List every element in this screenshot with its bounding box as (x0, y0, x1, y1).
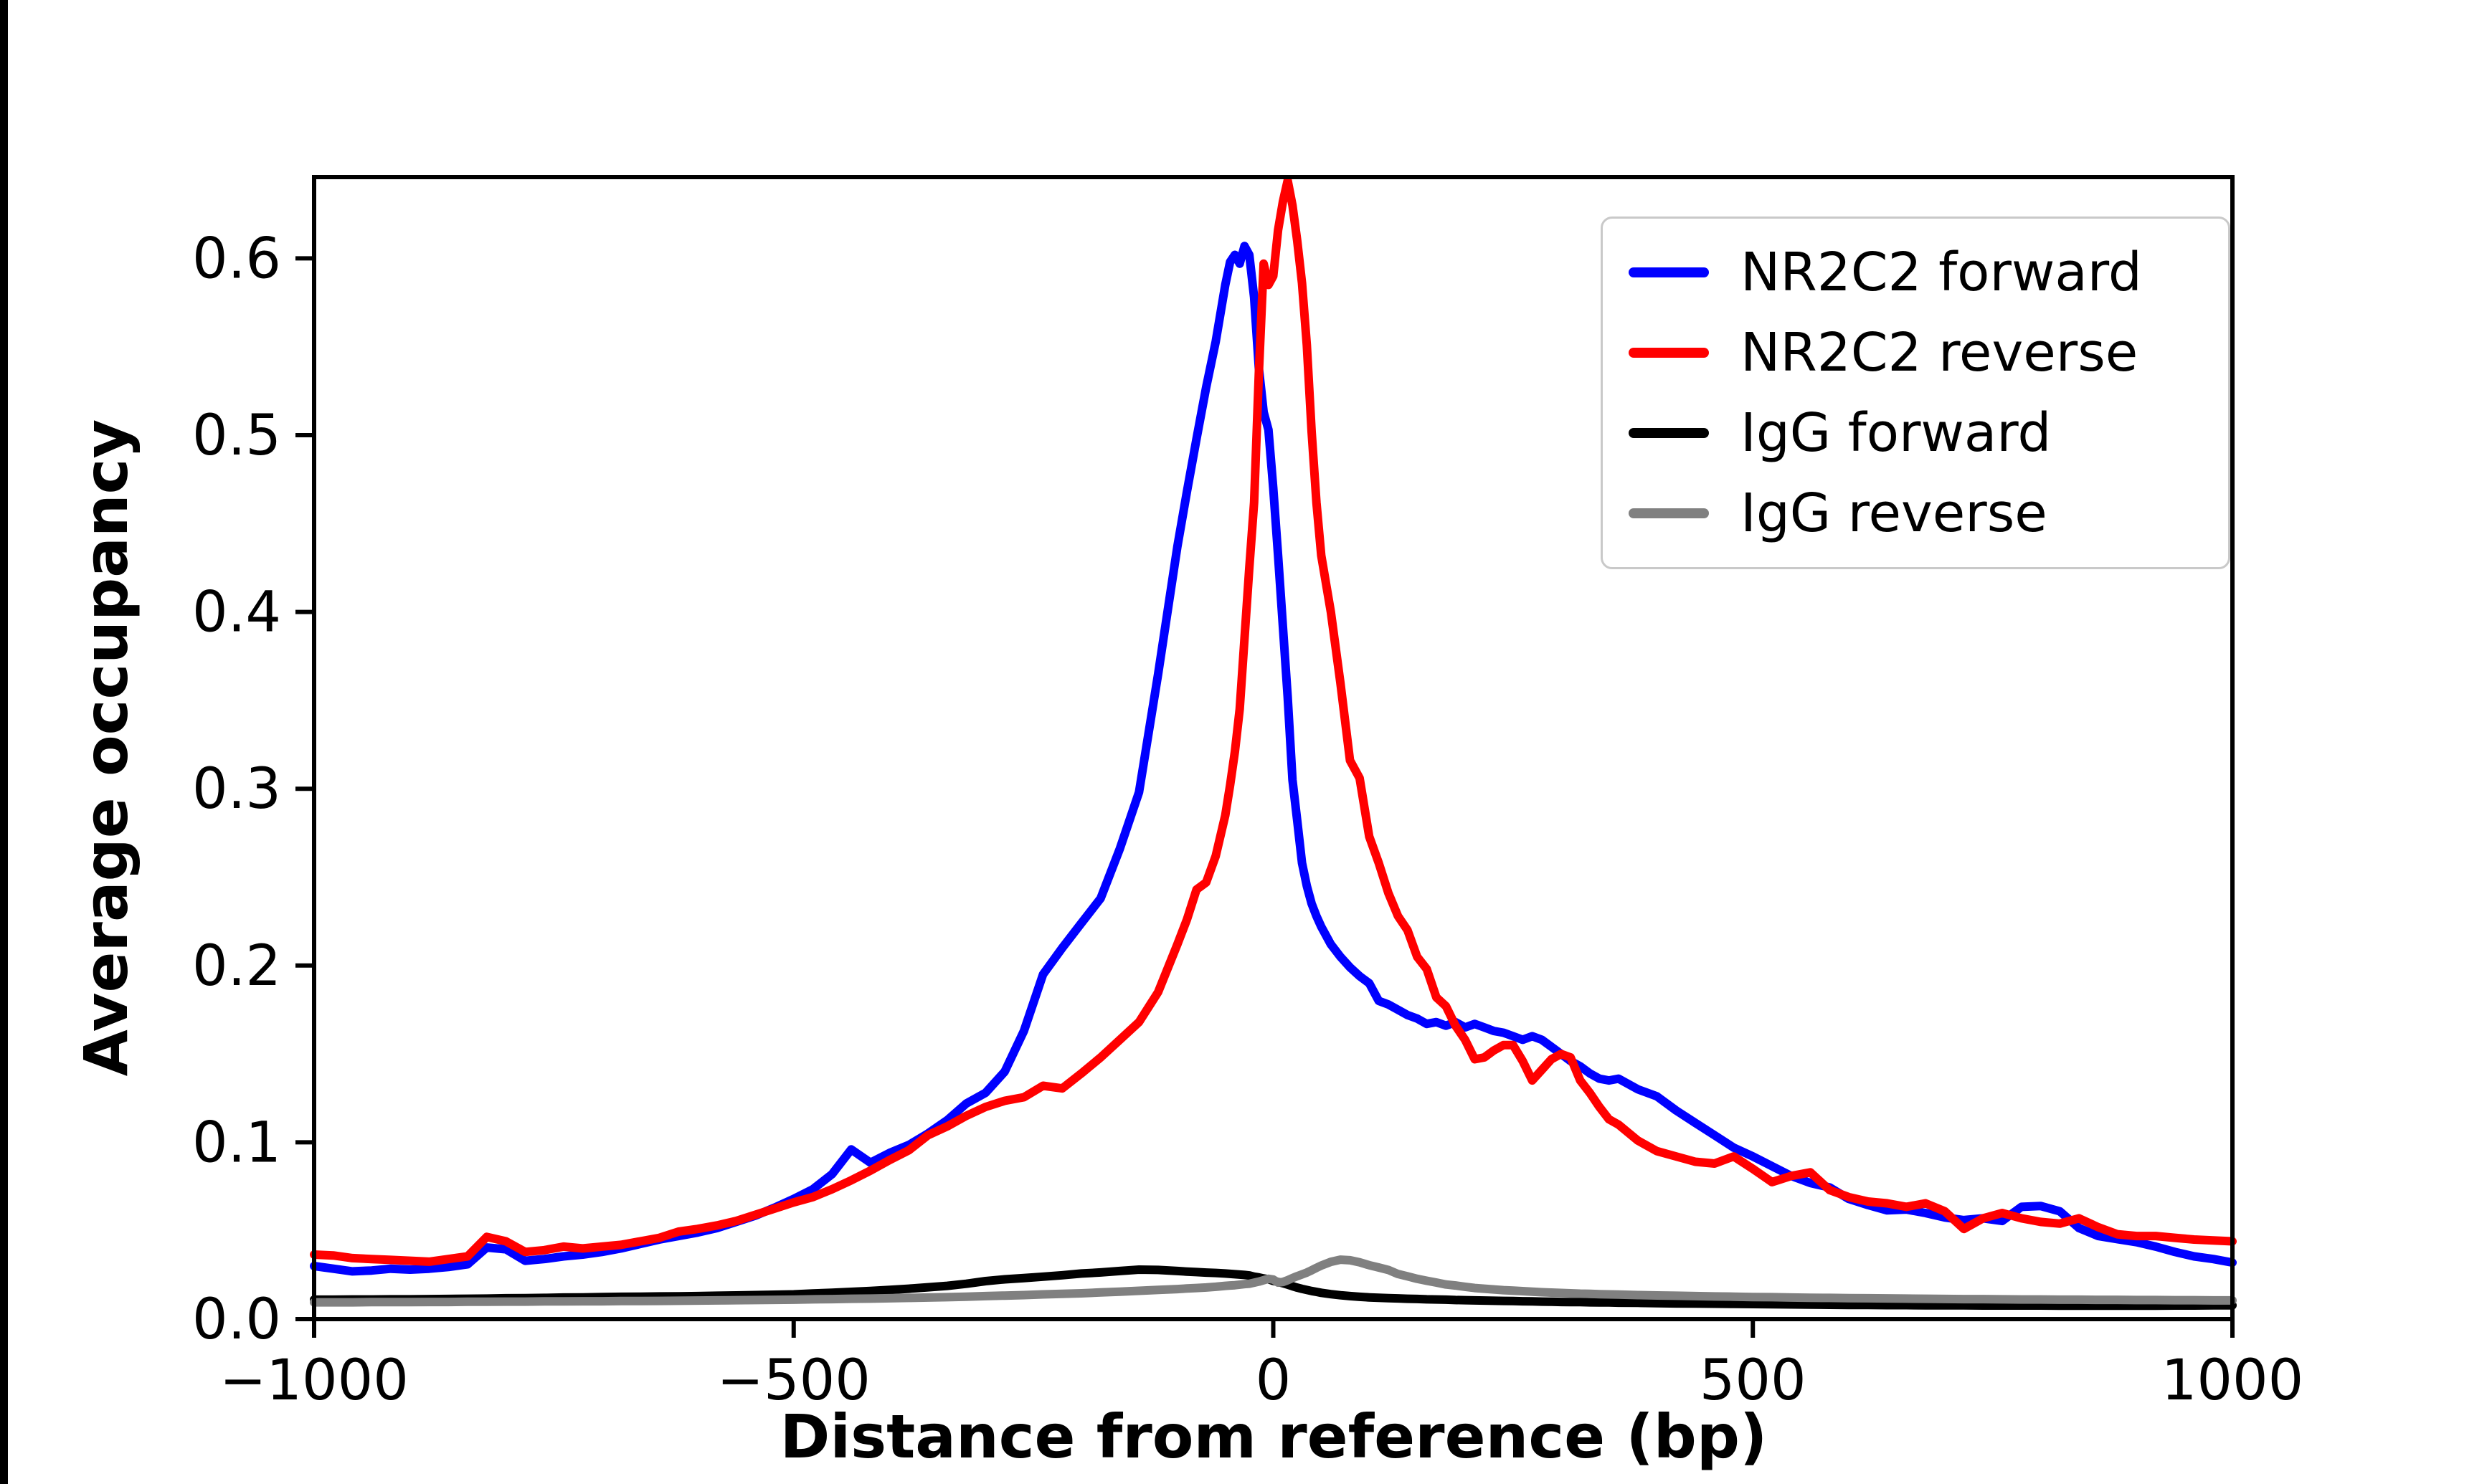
x-tick-label: −1000 (219, 1349, 409, 1413)
screen-left-edge-bar (0, 0, 8, 1484)
legend-label: NR2C2 forward (1740, 242, 2142, 303)
series-line-nr2c2-reverse (310, 176, 2237, 1266)
legend-entry-igg-reverse: IgG reverse (1629, 487, 2228, 540)
series-line-igg-reverse (310, 1255, 2237, 1307)
y-tick-label: 0.6 (192, 227, 281, 291)
legend-label: IgG reverse (1740, 482, 2047, 544)
legend-line-sample-gray (1629, 508, 1709, 518)
legend-entry-igg-forward: IgG forward (1629, 406, 2228, 460)
x-tick-label: −500 (717, 1349, 871, 1413)
y-tick-label: 0.5 (192, 404, 281, 468)
y-tick-label: 0.0 (192, 1288, 281, 1352)
legend-label: IgG forward (1740, 402, 2052, 464)
series-line-igg-forward (310, 1265, 2237, 1311)
y-tick-label: 0.1 (192, 1110, 281, 1175)
legend-entry-nr2c2-reverse: NR2C2 reverse (1629, 326, 2228, 379)
legend: NR2C2 forward NR2C2 reverse IgG forward … (1601, 217, 2230, 569)
x-tick-label: 500 (1700, 1349, 1806, 1413)
legend-line-sample-red (1629, 348, 1709, 358)
legend-label: NR2C2 reverse (1740, 322, 2138, 384)
x-tick-label: 0 (1256, 1349, 1292, 1413)
y-axis-label: Average occupancy (71, 419, 141, 1077)
x-axis-label: Distance from reference (bp) (780, 1402, 1768, 1472)
legend-entry-nr2c2-forward: NR2C2 forward (1629, 246, 2228, 299)
legend-line-sample-blue (1629, 267, 1709, 277)
y-tick-label: 0.3 (192, 757, 281, 822)
y-tick-label: 0.2 (192, 934, 281, 999)
legend-line-sample-black (1629, 428, 1709, 438)
y-tick-label: 0.4 (192, 581, 281, 645)
x-tick-label: 1000 (2161, 1349, 2304, 1413)
